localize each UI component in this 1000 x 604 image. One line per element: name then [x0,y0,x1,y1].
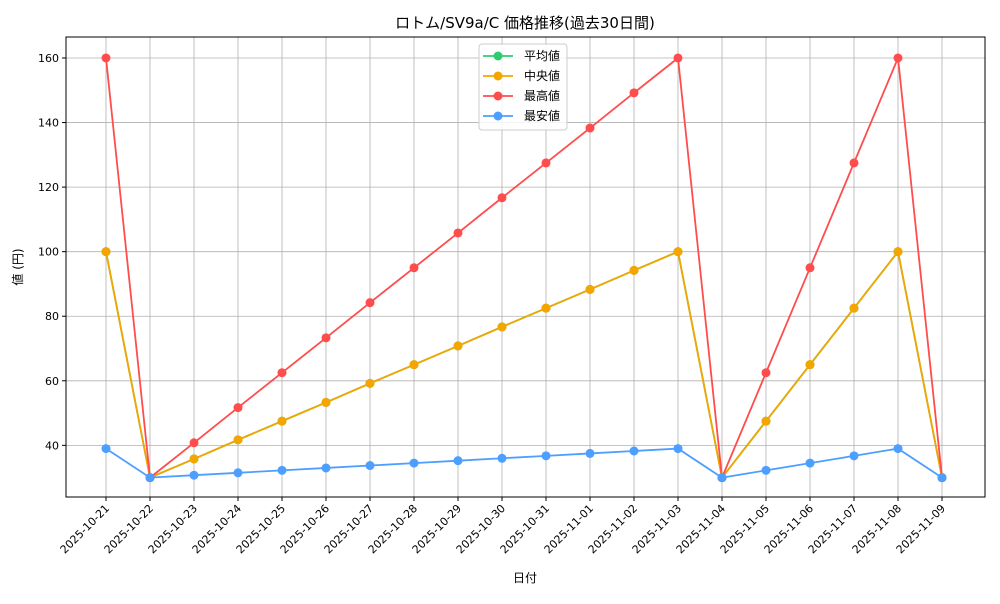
data-point [761,465,771,475]
y-tick-label: 100 [38,246,59,259]
data-point [585,448,595,458]
data-point [629,265,639,275]
data-point [277,416,287,426]
data-point [277,368,287,378]
data-point [365,298,375,308]
data-point [893,444,903,454]
data-point [189,438,199,448]
legend-marker [493,71,503,81]
data-point [101,247,111,257]
data-point [629,88,639,98]
data-point [453,341,463,351]
data-point [893,53,903,63]
data-point [453,228,463,238]
data-point [673,247,683,257]
data-point [761,368,771,378]
data-point [409,360,419,370]
data-point [365,461,375,471]
data-point [937,473,947,483]
data-point [849,158,859,168]
data-point [453,456,463,466]
data-point [233,403,243,413]
series-最安値 [101,444,947,483]
plot-frame [65,36,986,498]
data-point [717,473,727,483]
y-tick-label: 40 [45,439,59,452]
data-point [321,463,331,473]
data-point [233,468,243,478]
data-point [365,378,375,388]
data-point [277,465,287,475]
data-point [233,435,243,445]
data-point [409,458,419,468]
data-point [805,360,815,370]
series-line [105,249,943,480]
x-axis-label: 日付 [513,571,537,585]
legend-label: 最高値 [524,88,560,103]
data-point [497,322,507,332]
data-point [761,416,771,426]
series-中央値 [101,247,947,483]
legend-label: 最安値 [524,108,560,123]
legend-marker [493,51,503,61]
data-point [189,454,199,464]
data-point [673,444,683,454]
series-line [105,447,943,479]
data-point [321,397,331,407]
series-line [105,249,943,480]
data-point [101,53,111,63]
data-point [673,53,683,63]
data-point [189,470,199,480]
y-axis-label: 値 (円) [10,248,25,285]
y-tick-label: 120 [38,181,59,194]
y-tick-label: 140 [38,117,59,130]
data-point [101,444,111,454]
data-point [629,446,639,456]
data-point [409,263,419,273]
y-tick-label: 160 [38,52,59,65]
series-平均値 [101,247,947,483]
data-point [541,303,551,313]
data-point [805,458,815,468]
y-tick-label: 80 [45,310,59,323]
data-point [497,193,507,203]
legend-marker [493,91,503,101]
legend-label: 平均値 [524,48,560,63]
data-point [321,333,331,343]
series-line [105,56,943,480]
data-point [849,303,859,313]
data-point [497,453,507,463]
chart-title: ロトム/SV9a/C 価格推移(過去30日間) [395,14,655,32]
data-point [585,123,595,133]
series-最高値 [101,53,947,483]
data-point [541,158,551,168]
data-point [893,247,903,257]
data-point [541,451,551,461]
legend-marker [493,111,503,121]
legend-label: 中央値 [524,68,560,83]
y-tick-label: 60 [45,375,59,388]
data-point [849,451,859,461]
data-point [805,263,815,273]
data-point [585,284,595,294]
legend-box [478,43,568,131]
data-point [145,473,155,483]
